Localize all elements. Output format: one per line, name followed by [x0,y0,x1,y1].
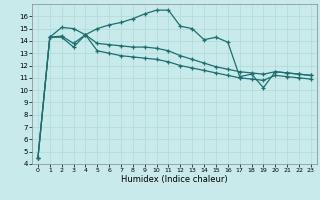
X-axis label: Humidex (Indice chaleur): Humidex (Indice chaleur) [121,175,228,184]
